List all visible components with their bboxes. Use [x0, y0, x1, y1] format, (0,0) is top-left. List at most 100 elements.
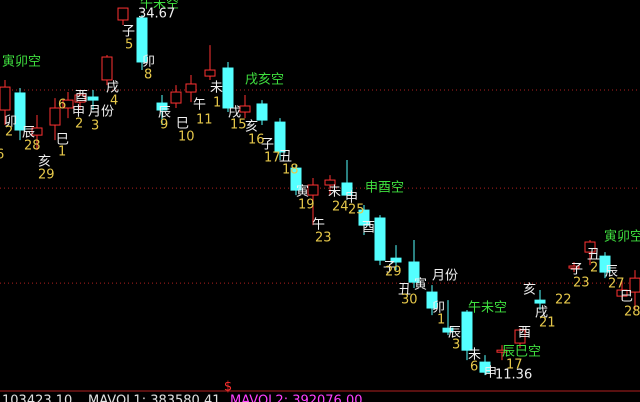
candle-body — [239, 105, 251, 113]
count-label: 23 — [315, 231, 332, 246]
count-label: 10 — [178, 130, 195, 145]
count-label: 15 — [230, 118, 247, 133]
branch-label: 子 — [261, 138, 274, 153]
candle-body — [324, 179, 336, 186]
candle-body — [374, 217, 386, 261]
branch-label: 辰 — [158, 106, 171, 121]
candle-body — [442, 327, 454, 333]
zone-label: 寅卯空 — [604, 229, 640, 245]
candle-body — [534, 299, 546, 304]
branch-label: 子 — [122, 25, 135, 40]
zone-label: 寅卯空 — [2, 54, 41, 70]
candle-body — [101, 56, 113, 81]
count-label: 3 — [452, 338, 460, 353]
branch-label: 丑 — [398, 283, 411, 298]
count-label: 5 — [125, 38, 133, 53]
candle-body — [222, 67, 234, 109]
price-label: 34.67 — [138, 7, 175, 22]
branch-label: 午 — [312, 218, 325, 233]
count-label: 27 — [608, 277, 625, 292]
candle-body — [390, 257, 402, 263]
count-label: 1 — [213, 96, 221, 111]
count-label: 25 — [348, 203, 365, 218]
branch-label: 卯 — [4, 115, 17, 130]
branch-label: 酉 — [75, 90, 88, 105]
candle-body — [290, 167, 302, 191]
count-label: 19 — [298, 198, 315, 213]
candle-body — [479, 361, 491, 373]
branch-label: 月份 — [88, 105, 114, 120]
count-label: 2 — [5, 125, 13, 140]
zone-label: 午未空 — [468, 301, 507, 316]
count-label: 23 — [573, 276, 590, 291]
branch-label: 戌 — [535, 306, 548, 321]
count-label: 8 — [144, 68, 152, 83]
branch-label: 未 — [328, 185, 341, 200]
candle-body — [461, 311, 473, 351]
count-label: 17 — [506, 358, 523, 373]
branch-label: 未 — [210, 81, 223, 96]
candle-body — [170, 91, 182, 104]
count-label: 29 — [385, 265, 402, 280]
footer-value: 103423.10 — [2, 394, 72, 402]
count-label: 2 — [590, 261, 598, 276]
count-label: 17 — [264, 151, 281, 166]
candle-body — [0, 86, 11, 111]
branch-label: 亥 — [245, 120, 258, 135]
branch-label: 子 — [570, 263, 583, 278]
candle-body — [156, 102, 168, 111]
count-label: 6 — [58, 98, 66, 113]
branch-label: 申 — [72, 105, 85, 120]
candle-body — [616, 289, 628, 297]
candle-body — [74, 94, 86, 103]
branch-label: 丑 — [587, 248, 600, 263]
candle-body — [599, 255, 611, 273]
footer-mavol1: MAVOL1: 383580.41 — [88, 394, 221, 402]
candle-body — [426, 291, 438, 309]
count-label: 9 — [160, 118, 168, 133]
count-label: 30 — [401, 293, 418, 308]
branch-label: 寅 — [296, 184, 309, 200]
branch-label: 卯 — [142, 55, 155, 70]
candle-body — [14, 92, 26, 131]
candle-body — [341, 182, 353, 196]
candle-body — [204, 69, 216, 77]
branch-label: 子 — [383, 261, 396, 276]
candle-body — [117, 7, 129, 21]
branch-label: 卯 — [432, 301, 445, 316]
price-label: 11.36 — [495, 368, 532, 383]
candle-body — [307, 184, 319, 196]
branch-label: 未 — [468, 348, 481, 363]
branch-label: 辰 — [448, 326, 461, 341]
count-label: 1 — [437, 313, 445, 328]
branch-label: 亥 — [38, 155, 51, 170]
count-label: 6 — [0, 148, 4, 163]
count-label: 11 — [196, 113, 213, 128]
candle-body — [629, 277, 640, 293]
branch-label: 丑 — [279, 150, 292, 165]
count-label: 21 — [539, 316, 556, 331]
candle-body — [136, 17, 148, 63]
count-label: 28 — [624, 305, 640, 320]
count-label: 28 — [24, 139, 41, 154]
count-label: 16 — [248, 133, 265, 148]
count-label: 6 — [470, 360, 478, 375]
candle-body — [584, 241, 596, 253]
count-label: 2 — [75, 117, 83, 132]
candle-body — [31, 127, 43, 136]
candle-body — [256, 103, 268, 121]
branch-label: 酉 — [518, 326, 531, 341]
footer-mavol2: MAVOL2: 392076.00 — [230, 394, 363, 402]
branch-label: 辰 — [605, 265, 618, 280]
count-label: 18 — [282, 163, 299, 178]
candle-body — [185, 83, 197, 93]
zone-label: 辰巳空 — [502, 345, 541, 360]
branch-label: 酉 — [362, 221, 375, 236]
branch-label: 巳 — [176, 117, 189, 132]
zone-label: 午未空 — [140, 0, 179, 12]
count-label: 3 — [91, 119, 99, 134]
branch-label: 戌 — [228, 106, 241, 121]
branch-label: 亥 — [523, 283, 536, 298]
